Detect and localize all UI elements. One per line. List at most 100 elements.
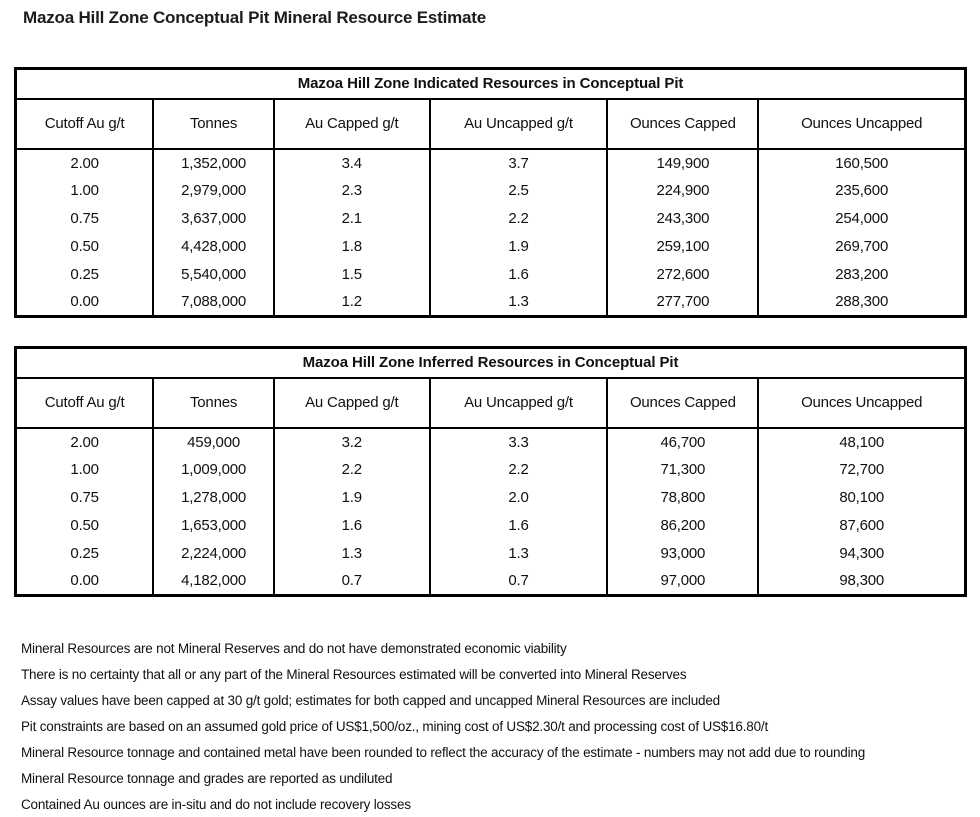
data-cell: 1.00 [14, 176, 155, 205]
table-row: 0.50 1,653,000 1.6 1.6 86,200 87,600 [14, 511, 967, 540]
data-cell: 3,637,000 [152, 204, 275, 233]
data-cell: 0.75 [14, 204, 155, 233]
data-cell: 3.3 [428, 426, 609, 456]
footnote: Mineral Resources are not Mineral Reserv… [21, 641, 567, 656]
data-cell: 86,200 [606, 511, 760, 540]
column-header: Ounces Uncapped [757, 97, 967, 150]
data-cell: 1.3 [428, 288, 609, 318]
data-cell: 87,600 [757, 511, 967, 540]
footnote: Mineral Resource tonnage and contained m… [21, 745, 866, 760]
table-title: Mazoa Hill Zone Inferred Resources in Co… [14, 346, 967, 379]
data-cell: 288,300 [757, 288, 967, 318]
data-cell: 5,540,000 [152, 260, 275, 289]
footnote: Pit constraints are based on an assumed … [21, 719, 768, 734]
column-header: Au Capped g/t [272, 97, 431, 150]
data-cell: 459,000 [152, 426, 275, 456]
data-cell: 7,088,000 [152, 288, 275, 318]
data-cell: 259,100 [606, 232, 760, 261]
table-row: 0.25 5,540,000 1.5 1.6 272,600 283,200 [14, 260, 967, 289]
table-title-row: Mazoa Hill Zone Inferred Resources in Co… [14, 346, 967, 379]
data-cell: 2.00 [14, 147, 155, 177]
data-cell: 1.3 [272, 539, 431, 568]
data-cell: 272,600 [606, 260, 760, 289]
table-row: 2.00 1,352,000 3.4 3.7 149,900 160,500 [14, 147, 967, 177]
data-cell: 2.2 [428, 455, 609, 484]
page-title: Mazoa Hill Zone Conceptual Pit Mineral R… [23, 8, 487, 27]
data-cell: 1.3 [428, 539, 609, 568]
data-cell: 2.00 [14, 426, 155, 456]
column-header: Tonnes [152, 376, 275, 429]
data-cell: 3.4 [272, 147, 431, 177]
data-cell: 2.5 [428, 176, 609, 205]
data-cell: 0.00 [14, 567, 155, 597]
data-cell: 2.1 [272, 204, 431, 233]
table-title-row: Mazoa Hill Zone Indicated Resources in C… [14, 67, 967, 100]
table-row: 0.00 7,088,000 1.2 1.3 277,700 288,300 [14, 288, 967, 318]
column-header: Au Uncapped g/t [428, 97, 609, 150]
table-row: 0.00 4,182,000 0.7 0.7 97,000 98,300 [14, 567, 967, 597]
data-cell: 4,428,000 [152, 232, 275, 261]
data-cell: 1.9 [428, 232, 609, 261]
table-row: 1.00 2,979,000 2.3 2.5 224,900 235,600 [14, 176, 967, 205]
data-cell: 1,352,000 [152, 147, 275, 177]
data-cell: 0.00 [14, 288, 155, 318]
data-cell: 1.6 [428, 511, 609, 540]
data-cell: 4,182,000 [152, 567, 275, 597]
data-cell: 93,000 [606, 539, 760, 568]
column-header: Cutoff Au g/t [14, 376, 155, 429]
column-header-row: Cutoff Au g/t Tonnes Au Capped g/t Au Uncap… [14, 376, 967, 429]
data-cell: 1.2 [272, 288, 431, 318]
data-cell: 1,653,000 [152, 511, 275, 540]
data-cell: 243,300 [606, 204, 760, 233]
data-cell: 277,700 [606, 288, 760, 318]
footnote: Contained Au ounces are in-situ and do n… [21, 797, 411, 812]
data-cell: 0.25 [14, 539, 155, 568]
data-cell: 0.50 [14, 511, 155, 540]
column-header: Tonnes [152, 97, 275, 150]
data-cell: 269,700 [757, 232, 967, 261]
data-cell: 1.9 [272, 483, 431, 512]
table-title: Mazoa Hill Zone Indicated Resources in C… [14, 67, 967, 100]
column-header-row: Cutoff Au g/t Tonnes Au Capped g/t Au Uncap… [14, 97, 967, 150]
data-cell: 3.2 [272, 426, 431, 456]
footnote: Assay values have been capped at 30 g/t … [21, 693, 720, 708]
column-header: Cutoff Au g/t [14, 97, 155, 150]
data-cell: 46,700 [606, 426, 760, 456]
table-row: 0.75 1,278,000 1.9 2.0 78,800 80,100 [14, 483, 967, 512]
data-cell: 1.8 [272, 232, 431, 261]
column-header: Au Uncapped g/t [428, 376, 609, 429]
data-cell: 2.3 [272, 176, 431, 205]
data-cell: 224,900 [606, 176, 760, 205]
data-cell: 2.0 [428, 483, 609, 512]
column-header: Ounces Capped [606, 376, 760, 429]
column-header: Au Capped g/t [272, 376, 431, 429]
data-cell: 0.50 [14, 232, 155, 261]
data-cell: 98,300 [757, 567, 967, 597]
footnote: There is no certainty that all or any pa… [21, 667, 687, 682]
data-cell: 283,200 [757, 260, 967, 289]
data-cell: 2.2 [428, 204, 609, 233]
data-cell: 0.7 [272, 567, 431, 597]
table-row: 2.00 459,000 3.2 3.3 46,700 48,100 [14, 426, 967, 456]
data-cell: 94,300 [757, 539, 967, 568]
data-cell: 97,000 [606, 567, 760, 597]
data-cell: 71,300 [606, 455, 760, 484]
indicated-resources-table: Mazoa Hill Zone Indicated Resources in C… [14, 67, 967, 318]
table-row: 0.75 3,637,000 2.1 2.2 243,300 254,000 [14, 204, 967, 233]
data-cell: 0.75 [14, 483, 155, 512]
data-cell: 1.6 [428, 260, 609, 289]
column-header: Ounces Uncapped [757, 376, 967, 429]
table-row: 0.50 4,428,000 1.8 1.9 259,100 269,700 [14, 232, 967, 261]
data-cell: 254,000 [757, 204, 967, 233]
data-cell: 1,278,000 [152, 483, 275, 512]
data-cell: 160,500 [757, 147, 967, 177]
table-row: 0.25 2,224,000 1.3 1.3 93,000 94,300 [14, 539, 967, 568]
data-cell: 1.6 [272, 511, 431, 540]
data-cell: 1.00 [14, 455, 155, 484]
data-cell: 3.7 [428, 147, 609, 177]
data-cell: 80,100 [757, 483, 967, 512]
data-cell: 2,224,000 [152, 539, 275, 568]
data-cell: 48,100 [757, 426, 967, 456]
footnotes: Mineral Resources are not Mineral Reserv… [21, 636, 976, 817]
data-cell: 2.2 [272, 455, 431, 484]
